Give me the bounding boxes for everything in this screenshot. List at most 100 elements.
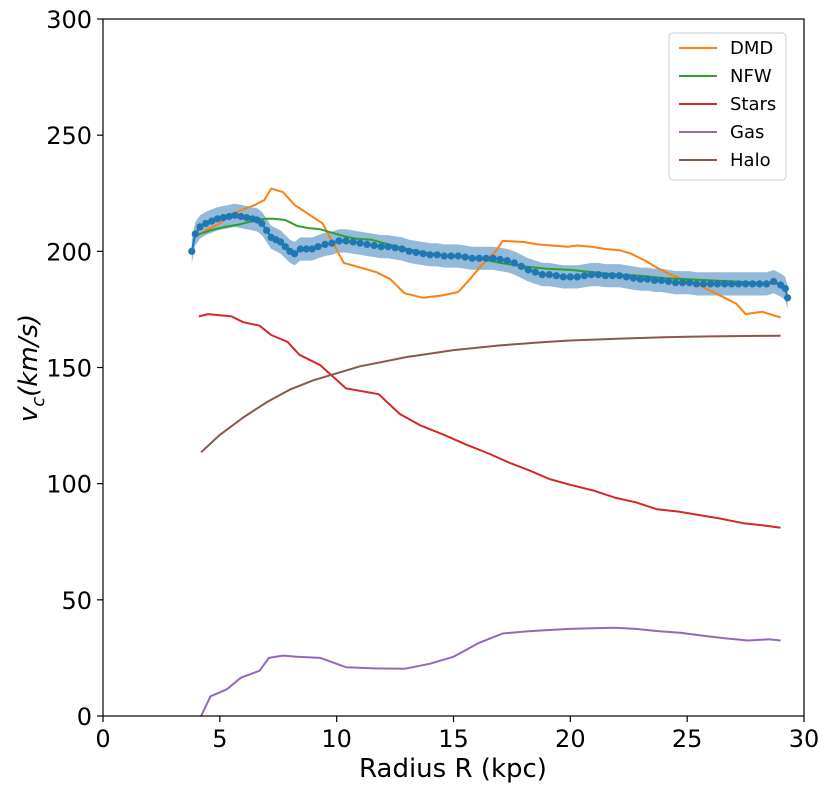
observed-point (545, 271, 553, 279)
observed-point (503, 257, 511, 265)
observed-point (770, 277, 778, 286)
observed-point (475, 254, 483, 262)
observed-point (685, 279, 694, 287)
observed-point (566, 273, 574, 281)
observed-point (202, 219, 210, 228)
observed-point (356, 239, 364, 247)
y-tick-label: 300 (46, 6, 92, 34)
series-halo-line (200, 334, 781, 454)
observed-point (321, 240, 329, 248)
legend-label-stars: Stars (730, 94, 776, 115)
observed-point (412, 248, 420, 257)
observed-point (517, 262, 525, 270)
y-tick-label: 250 (46, 122, 92, 150)
observed-point (664, 277, 673, 286)
observed-point (225, 212, 233, 221)
observed-point (622, 273, 631, 281)
observed-point (263, 226, 271, 234)
observed-point (426, 251, 434, 259)
legend-box (668, 32, 787, 181)
observed-point (559, 273, 567, 281)
y-tick-label: 150 (46, 355, 92, 383)
observed-point (370, 241, 378, 250)
observed-point (608, 272, 617, 280)
y-tick-label: 50 (61, 587, 92, 615)
observed-point (454, 252, 462, 260)
series-stars-line (198, 313, 781, 529)
observed-point (629, 274, 638, 282)
observed-point (678, 279, 687, 287)
observed-point (314, 243, 322, 251)
observed-point (482, 254, 490, 262)
observed-point (447, 252, 455, 260)
observed-point (277, 238, 285, 246)
observed-point (391, 244, 399, 252)
observed-point (601, 272, 610, 280)
observed-point (405, 247, 413, 255)
observed-point (377, 243, 385, 251)
x-tick-label: 0 (95, 725, 110, 753)
observed-point (208, 217, 216, 225)
observed-point (749, 280, 757, 288)
observed-point (699, 280, 708, 288)
observed-point (650, 276, 659, 284)
observed-point (243, 214, 251, 222)
y-tick-label: 200 (46, 238, 92, 266)
x-tick-label: 10 (321, 725, 352, 753)
observed-point (721, 280, 729, 288)
observed-point (735, 280, 743, 288)
y-tick-label: 100 (46, 471, 92, 499)
x-tick-label: 25 (672, 725, 703, 753)
observed-point (552, 272, 560, 280)
observed-point (308, 245, 316, 253)
series-gas-line (200, 626, 781, 716)
observed-point (419, 250, 427, 258)
observed-point (671, 279, 680, 287)
observed-point (461, 253, 469, 261)
legend: DMD NFW Stars Gas Halo (668, 32, 787, 181)
observed-point (657, 276, 666, 284)
x-tick-label: 30 (789, 725, 820, 753)
legend-label-gas: Gas (730, 122, 764, 143)
observed-point (643, 275, 652, 283)
observed-point (291, 250, 299, 258)
x-tick-label: 20 (555, 725, 586, 753)
observed-point (440, 252, 448, 260)
observed-point (342, 237, 350, 245)
observed-point (781, 284, 789, 293)
observed-point (510, 259, 518, 267)
y-tick-label: 0 (77, 703, 92, 731)
observed-point (349, 238, 357, 246)
observed-point (398, 245, 406, 253)
observed-point (328, 239, 336, 247)
x-axis-label: Radius R (kpc) (359, 754, 547, 784)
observed-point (636, 275, 645, 283)
x-tick-label: 15 (438, 725, 469, 753)
legend-label-halo: Halo (730, 150, 771, 171)
observed-point (296, 245, 304, 253)
observed-point (384, 243, 392, 251)
observed-point (281, 243, 289, 251)
y-axis-label: vc(km/s) (14, 314, 49, 422)
legend-label-dmd: DMD (730, 38, 773, 59)
observed-point (756, 280, 764, 288)
observed-point (188, 247, 196, 255)
observed-point (573, 273, 581, 281)
observed-point (363, 240, 371, 248)
observed-point (615, 272, 624, 280)
observed-point (763, 280, 771, 288)
observed-point (713, 280, 722, 288)
observed-point (335, 237, 343, 245)
observed-point (692, 280, 701, 288)
observed-point (496, 255, 504, 264)
observed-point (258, 219, 266, 228)
observed-point (196, 223, 204, 231)
observed-point (302, 245, 310, 253)
observed-point (580, 272, 589, 280)
observed-point (531, 268, 539, 276)
observed-point (433, 251, 441, 259)
observed-point (784, 294, 792, 302)
observed-point (213, 215, 222, 223)
observed-point (191, 230, 199, 238)
